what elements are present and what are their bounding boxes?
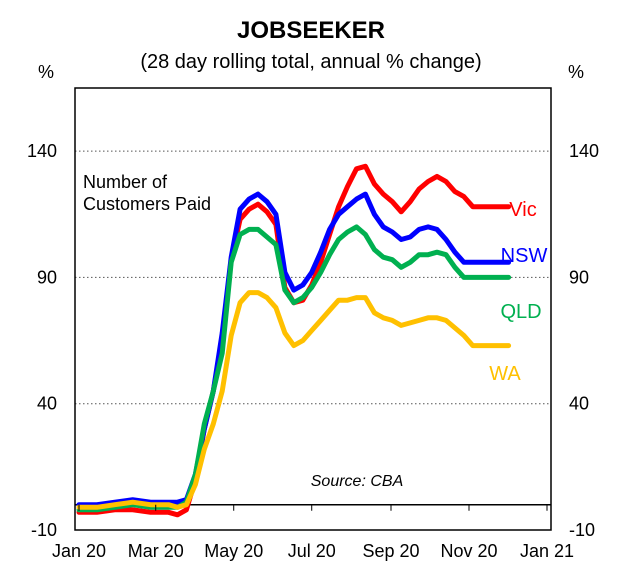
series-label-nsw: NSW [501, 245, 548, 267]
axis-tick-labels: -10 40 90 140 -10 40 90 140 Jan 20 Mar 20 May 20 Ju… [27, 141, 599, 561]
plot-frame [74, 87, 552, 531]
series-label-vic: Vic [509, 199, 536, 221]
series-line-qld [76, 224, 512, 513]
series-line-nsw [76, 191, 512, 508]
x-tick-label-1: Mar 20 [128, 541, 184, 561]
x-tick-label-3: Jul 20 [288, 541, 336, 561]
x-tick-label-4: Sep 20 [362, 541, 419, 561]
chart-title: JOBSEEKER [237, 17, 385, 44]
series-label-qld: QLD [500, 301, 541, 323]
y-tick-right-90: 90 [569, 267, 589, 287]
series-line-wa [76, 290, 512, 510]
series-labels: Vic NSW QLD WA [489, 199, 547, 385]
y-tick-left-90: 90 [37, 267, 57, 287]
y-tick-left-140: 140 [27, 141, 57, 161]
y-tick-right-140: 140 [569, 141, 599, 161]
y-tick-right-40: 40 [569, 394, 589, 414]
y-axis-unit-left: % [38, 62, 54, 82]
x-tick-label-0: Jan 20 [52, 541, 106, 561]
series-lines [76, 163, 512, 518]
series-line-vic [76, 163, 512, 518]
annotation-line-2: Customers Paid [83, 194, 211, 214]
x-tick-label-6: Jan 21 [520, 541, 574, 561]
chart-subtitle: (28 day rolling total, annual % change) [140, 51, 481, 73]
series-label-wa: WA [489, 363, 521, 385]
y-tick-left-40: 40 [37, 394, 57, 414]
source-note: Source: CBA [311, 473, 403, 490]
annotation-line-1: Number of [83, 172, 168, 192]
x-tick-label-5: Nov 20 [440, 541, 497, 561]
y-tick-right--10: -10 [569, 520, 595, 540]
y-axis-unit-right: % [568, 62, 584, 82]
x-tick-label-2: May 20 [204, 541, 263, 561]
y-tick-left--10: -10 [31, 520, 57, 540]
